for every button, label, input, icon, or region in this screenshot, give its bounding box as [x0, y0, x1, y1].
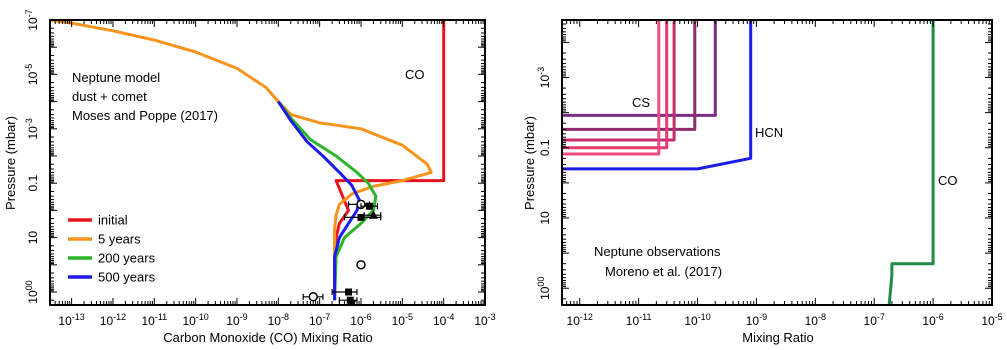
right-series-cs-line: [562, 20, 697, 131]
legend-label-initial: initial: [98, 213, 128, 228]
left-x-tick-label: 10-11: [141, 312, 167, 328]
observation-open-circle: [302, 292, 324, 302]
left-x-tick-label: 10-13: [58, 312, 84, 328]
left-legend: initial 5 years 200 years 500 years: [68, 213, 156, 285]
left-series-500-years-line: [277, 100, 361, 301]
hcn-series-label: HCN: [755, 125, 783, 140]
right-y-tick-label: 1000: [536, 277, 552, 300]
left-x-tick-label: 10-4: [433, 312, 454, 328]
right-chart-panel: 10-12 10-11 10-10 10-9 10-8 10-7 10-6 10-5 10-3 0…: [522, 19, 1003, 345]
left-x-tick-label: 10-7: [309, 312, 330, 328]
left-x-tick-label: 10-3: [474, 312, 495, 328]
left-chart-panel: 10-13 10-12 10-11 10-10 10-9 10-8 10-7 10-6 10-5…: [3, 9, 496, 345]
right-series-cs-line: [562, 20, 669, 150]
left-x-tick-label: 10-6: [350, 312, 371, 328]
right-x-tick-label: 10-6: [922, 312, 943, 328]
left-annotation-line-1: Neptune model: [72, 70, 160, 85]
right-y-tick-label: 10: [538, 211, 552, 225]
left-plot-frame: [49, 19, 486, 306]
legend-label-5-years: 5 years: [98, 232, 141, 247]
right-x-tick-label: 10-10: [684, 312, 710, 328]
right-series-co-line: [887, 20, 935, 306]
cs-series-label: CS: [632, 95, 650, 110]
right-annotation-line-2: Moreno et al. (2017): [605, 264, 722, 279]
right-x-tick-label: 10-7: [864, 312, 885, 328]
right-y-axis-label: Pressure (mbar): [522, 116, 537, 210]
left-y-axis-label: Pressure (mbar): [3, 116, 18, 210]
left-annotation-line-3: Moses and Poppe (2017): [72, 108, 218, 123]
left-y-tick-label: 0.1: [26, 175, 40, 192]
legend-label-500-years: 500 years: [98, 270, 156, 285]
right-series-cs-line: [562, 20, 717, 117]
right-x-tick-label: 10-8: [805, 312, 826, 328]
co-series-label: CO: [938, 173, 958, 188]
right-plot-frame: [561, 19, 993, 306]
right-series-hcn-line: [562, 20, 753, 171]
right-series-cs-line: [562, 20, 661, 156]
left-x-tick-label: 10-5: [392, 312, 413, 328]
right-series-cs-line: [562, 20, 676, 142]
left-x-tick-label: 10-12: [100, 312, 126, 328]
left-y-tick-label: 1000: [24, 280, 40, 303]
right-x-tick-label: 10-9: [746, 312, 767, 328]
left-x-tick-label: 10-9: [226, 312, 247, 328]
right-y-tick-label: 10-3: [536, 67, 552, 88]
right-annotation-line-1: Neptune observations: [594, 244, 721, 259]
left-x-tick-label: 10-8: [268, 312, 289, 328]
left-y-tick-label: 10-3: [24, 118, 40, 139]
left-y-tick-label: 10: [26, 231, 40, 245]
left-y-tick-label: 10-7: [24, 9, 40, 30]
left-series-200-years-line: [277, 100, 378, 301]
right-x-tick-label: 10-11: [626, 312, 652, 328]
observation-filled-square: [343, 213, 382, 221]
right-y-tick-label: 0.1: [538, 139, 552, 156]
left-y-tick-label: 10-5: [24, 64, 40, 85]
left-species-label: CO: [405, 67, 425, 82]
legend-label-200-years: 200 years: [98, 251, 156, 266]
observation-open-circle: [356, 260, 366, 270]
left-x-axis-label: Carbon Monoxide (CO) Mixing Ratio: [163, 330, 373, 345]
observation-filled-square: [331, 288, 358, 296]
left-annotation-line-2: dust + comet: [72, 89, 147, 104]
right-x-axis-label: Mixing Ratio: [742, 330, 814, 345]
left-series-5-years-line: [49, 18, 433, 301]
left-x-tick-label: 10-10: [182, 312, 208, 328]
right-x-tick-label: 10-5: [981, 312, 1002, 328]
right-x-tick-label: 10-12: [567, 312, 593, 328]
left-series-initial-line: [333, 20, 446, 301]
observation-filled-square: [360, 202, 379, 210]
